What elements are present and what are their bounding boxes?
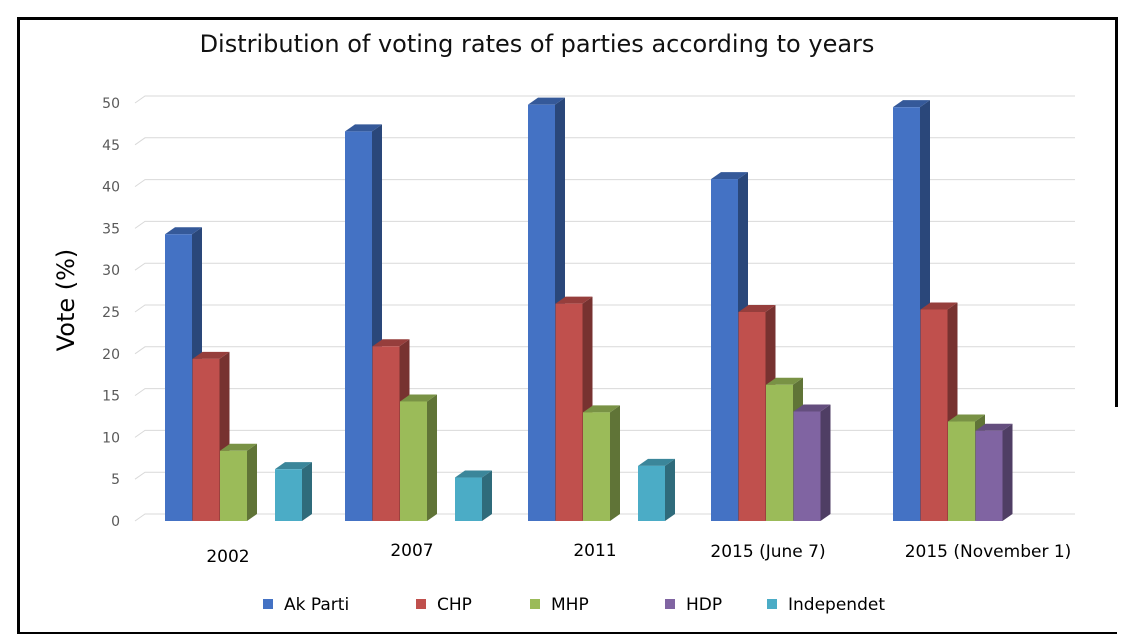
legend-swatch (416, 599, 426, 609)
y-tick-label: 30 (102, 263, 120, 279)
legend-swatch (263, 599, 273, 609)
gridline (134, 220, 1075, 229)
bars (165, 97, 1013, 522)
category-label: 2015 (November 1) (905, 542, 1072, 562)
category-label: 2015 (June 7) (710, 542, 825, 562)
legend-item: CHP (416, 595, 472, 615)
legend-label: HDP (686, 595, 722, 615)
legend-item: Independet (767, 595, 885, 615)
chart-frame-right-edge (1115, 17, 1118, 407)
legend-item: MHP (530, 595, 589, 615)
y-tick-label: 20 (102, 347, 120, 363)
gridline (134, 179, 1075, 188)
y-tick-label: 35 (102, 221, 120, 237)
y-tick-label: 45 (102, 138, 120, 154)
legend: Ak Parti CHP MHP HDP Independet (263, 595, 885, 615)
legend-swatch (665, 599, 675, 609)
y-tick-label: 0 (111, 514, 120, 530)
y-axis-label: Vote (%) (52, 249, 80, 352)
category-label: 2007 (390, 541, 433, 561)
y-tick-label: 40 (102, 180, 120, 196)
bar-mhp (583, 405, 620, 521)
y-tick-label: 25 (102, 305, 120, 321)
y-tick-label: 10 (102, 430, 120, 446)
y-tick-labels: 0 5 10 15 20 25 30 35 40 45 50 (102, 96, 120, 530)
chart-frame (17, 17, 1117, 634)
legend-label: CHP (437, 595, 472, 615)
gridline (134, 137, 1075, 146)
legend-item: HDP (665, 595, 722, 615)
y-tick-label: 5 (111, 472, 120, 488)
bar-mhp (400, 394, 437, 521)
category-label: 2002 (206, 547, 249, 567)
gridline (134, 262, 1075, 271)
legend-label: Ak Parti (284, 595, 349, 615)
legend-label: Independet (788, 595, 885, 615)
bar-hdp (975, 423, 1013, 521)
bar-independet (275, 462, 312, 521)
bar-mhp (220, 443, 257, 521)
y-tick-label: 50 (102, 96, 120, 112)
bar-independet (638, 458, 675, 521)
bar-independet (455, 470, 492, 521)
category-label: 2011 (573, 541, 616, 561)
legend-swatch (530, 599, 540, 609)
y-tick-label: 15 (102, 389, 120, 405)
legend-item: Ak Parti (263, 595, 349, 615)
category-labels: 2002 2007 2011 2015 (June 7) 2015 (November … (206, 541, 1071, 567)
legend-swatch (767, 599, 777, 609)
legend-label: MHP (551, 595, 589, 615)
chart-title: Distribution of voting rates of parties … (200, 30, 875, 58)
bar-hdp (793, 404, 831, 521)
gridline (134, 95, 1075, 104)
